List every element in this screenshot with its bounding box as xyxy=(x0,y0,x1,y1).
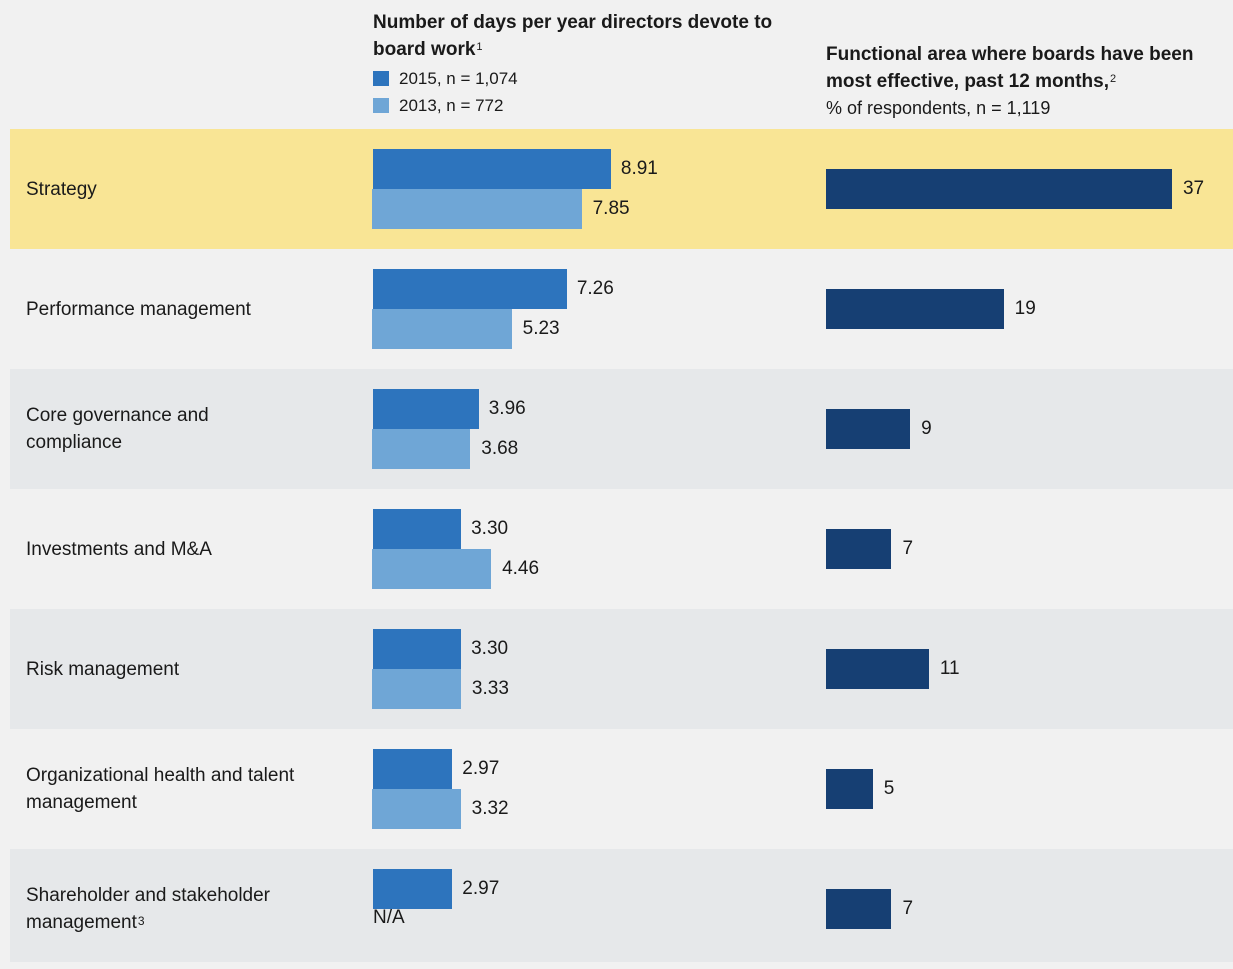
bar-2013 xyxy=(372,789,461,829)
category-label: Organizational health and talent managem… xyxy=(26,729,326,849)
bar-2015 xyxy=(373,749,453,789)
legend-swatch-2015 xyxy=(373,71,389,86)
data-label-2015: 3.96 xyxy=(488,398,526,419)
effectiveness-bar xyxy=(826,289,1004,329)
bar-2015 xyxy=(373,629,462,669)
category-label: Shareholder and stakeholder management3 xyxy=(26,849,326,969)
effectiveness-bar xyxy=(826,769,873,809)
bar-2013 xyxy=(372,549,492,589)
category-label: Performance management xyxy=(26,249,326,369)
category-label-wrap: Investments and M&A xyxy=(26,536,296,563)
chart-row: Shareholder and stakeholder management3 2… xyxy=(10,849,1233,962)
category-label-wrap: Performance management xyxy=(26,296,296,323)
data-label-2013: 4.46 xyxy=(502,558,540,579)
right-chart-subtitle: % of respondents, n = 1,119 xyxy=(826,98,1051,118)
data-label-2015: 3.30 xyxy=(471,518,509,539)
data-label-2015: 2.97 xyxy=(462,758,500,779)
data-label-2013-na: N/A xyxy=(373,907,405,928)
bar-2015 xyxy=(373,389,479,429)
data-label-2015: 8.91 xyxy=(620,158,658,179)
effectiveness-label: 7 xyxy=(902,898,914,919)
left-chart-title-text: Number of days per year directors devote… xyxy=(373,12,773,60)
category-label-text: Strategy xyxy=(26,178,97,200)
bar-2015 xyxy=(373,149,611,189)
category-label-wrap: Risk management xyxy=(26,656,296,683)
category-label: Strategy xyxy=(26,129,326,249)
category-label: Investments and M&A xyxy=(26,489,326,609)
effectiveness-bar xyxy=(826,409,911,449)
data-label-2015: 7.26 xyxy=(576,278,614,299)
left-chart-header: Number of days per year directors devote… xyxy=(373,9,813,119)
chart-row: Investments and M&A 3.30 4.46 7 xyxy=(10,489,1233,609)
category-label: Core governance and compliance xyxy=(26,369,326,489)
effectiveness-label: 37 xyxy=(1182,178,1205,199)
effectiveness-bar xyxy=(826,649,929,689)
right-chart-header: Functional area where boards have been m… xyxy=(826,41,1226,121)
category-label-wrap: Shareholder and stakeholder management3 xyxy=(26,882,296,936)
left-chart-title: Number of days per year directors devote… xyxy=(373,9,813,63)
data-label-2013: 7.85 xyxy=(592,198,630,219)
right-chart-title-text: Functional area where boards have been m… xyxy=(826,44,1194,92)
data-label-2013: 3.32 xyxy=(471,798,509,819)
bar-2013 xyxy=(372,669,461,709)
legend-item-2013: 2013, n = 772 xyxy=(373,92,813,119)
left-chart-footnote: 1 xyxy=(476,41,483,53)
bar-2013 xyxy=(372,189,582,229)
effectiveness-label: 5 xyxy=(883,778,895,799)
category-label: Risk management xyxy=(26,609,326,729)
bar-2015 xyxy=(373,869,453,909)
legend-item-2015: 2015, n = 1,074 xyxy=(373,65,813,92)
category-label-text: Organizational health and talent managem… xyxy=(26,765,295,813)
chart-row: Core governance and compliance 3.96 3.68 9 xyxy=(10,369,1233,489)
bar-2015 xyxy=(373,509,462,549)
legend: 2015, n = 1,074 2013, n = 772 xyxy=(373,65,813,119)
data-label-2013: 3.33 xyxy=(471,678,509,699)
data-label-2015: 3.30 xyxy=(471,638,509,659)
effectiveness-bar xyxy=(826,169,1172,209)
legend-label-2015: 2015, n = 1,074 xyxy=(399,68,518,88)
data-label-2013: 5.23 xyxy=(522,318,560,339)
category-label-text: Risk management xyxy=(26,658,180,680)
legend-swatch-2013 xyxy=(373,98,389,113)
chart-row: Organizational health and talent managem… xyxy=(10,729,1233,849)
category-label-text: Investments and M&A xyxy=(26,538,212,560)
bar-2013 xyxy=(372,309,512,349)
chart-row: Performance management 7.26 5.23 19 xyxy=(10,249,1233,369)
chart-row: Risk management 3.30 3.33 11 xyxy=(10,609,1233,729)
category-label-text: Shareholder and stakeholder management xyxy=(26,885,271,933)
category-label-wrap: Core governance and compliance xyxy=(26,402,296,456)
chart-row: Strategy 8.91 7.85 37 xyxy=(10,129,1233,249)
effectiveness-label: 7 xyxy=(902,538,914,559)
legend-label-2013: 2013, n = 772 xyxy=(399,95,504,115)
right-chart-footnote: 2 xyxy=(1109,73,1117,85)
bar-2015 xyxy=(373,269,567,309)
data-label-2015: 2.97 xyxy=(462,878,500,899)
effectiveness-label: 19 xyxy=(1014,298,1036,319)
category-label-text: Performance management xyxy=(26,298,251,320)
category-footnote: 3 xyxy=(137,914,145,928)
category-label-wrap: Strategy xyxy=(26,176,296,203)
data-label-2013: 3.68 xyxy=(481,438,519,459)
category-label-wrap: Organizational health and talent managem… xyxy=(26,762,296,816)
category-label-text: Core governance and compliance xyxy=(26,405,209,453)
effectiveness-bar xyxy=(826,889,892,929)
bar-2013 xyxy=(372,429,471,469)
effectiveness-bar xyxy=(826,529,892,569)
effectiveness-label: 9 xyxy=(921,418,932,439)
effectiveness-label: 11 xyxy=(939,658,960,679)
right-chart-title: Functional area where boards have been m… xyxy=(826,41,1226,95)
